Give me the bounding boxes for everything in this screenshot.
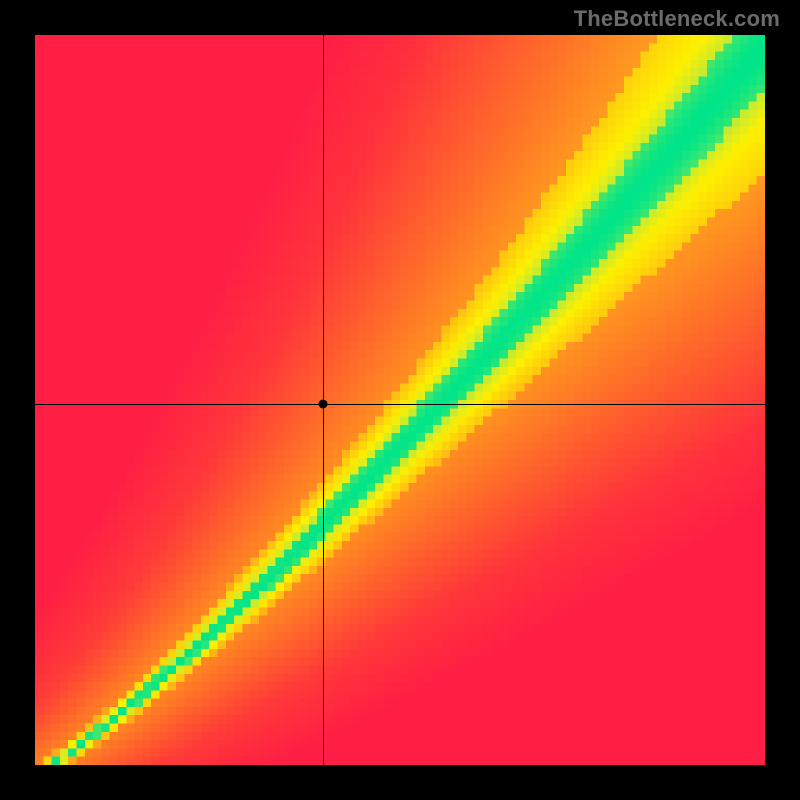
watermark-text: TheBottleneck.com [574, 6, 780, 32]
heatmap-canvas [35, 35, 765, 765]
marker-point [319, 399, 328, 408]
chart-frame: TheBottleneck.com [0, 0, 800, 800]
heatmap-plot [35, 35, 765, 765]
crosshair-horizontal [35, 404, 765, 405]
